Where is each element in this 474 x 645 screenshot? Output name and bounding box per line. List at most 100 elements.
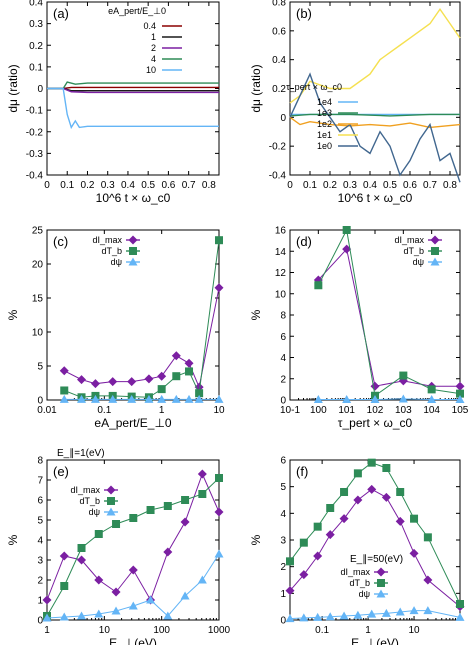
x-tick-label: 0.1: [315, 625, 329, 636]
data-point: [367, 458, 376, 467]
data-point: [146, 506, 155, 514]
data-point: [108, 377, 118, 387]
data-point: [194, 394, 204, 403]
y-tick-label: 1: [280, 589, 286, 600]
data-point: [342, 226, 351, 234]
y-axis-label: dμ (ratio): [6, 64, 20, 112]
legend-entry-label: dI_max: [340, 567, 370, 577]
x-tick-label: 0.8: [443, 180, 457, 191]
y-tick-label: 4: [280, 509, 286, 520]
legend-marker: [376, 567, 386, 577]
data-point: [157, 371, 167, 381]
data-point: [163, 502, 172, 510]
data-point: [325, 530, 335, 540]
data-point: [198, 490, 207, 498]
data-point: [456, 389, 464, 398]
data-point: [427, 394, 437, 403]
legend-marker: [430, 235, 440, 245]
y-tick-label: 12: [275, 268, 287, 279]
data-point: [370, 394, 380, 403]
data-point: [195, 389, 204, 398]
y-tick-label: 10: [32, 328, 44, 339]
legend-entry-label: 1e3: [317, 108, 332, 118]
data-point: [382, 464, 391, 472]
y-tick-label: 8: [280, 311, 286, 322]
data-point: [339, 611, 349, 620]
data-point: [423, 606, 433, 615]
data-point: [214, 507, 224, 517]
x-tick-label: 10: [408, 625, 420, 636]
legend-entry-label: dT_b: [403, 246, 424, 256]
panel-label: (d): [296, 234, 312, 249]
data-point: [59, 551, 69, 561]
legend-entry-label: 10: [146, 65, 156, 75]
y-tick-label: 7: [37, 476, 43, 487]
y-tick-label: 2: [37, 576, 43, 587]
data-point: [181, 496, 190, 504]
y-tick-label: 20: [32, 260, 44, 271]
x-axis-label: τ_pert × ω_c0: [338, 416, 413, 430]
x-tick-label: 0.2: [323, 180, 337, 191]
y-tick-label: 3: [280, 536, 286, 547]
data-point: [342, 244, 352, 254]
data-point: [94, 609, 104, 618]
data-point: [214, 549, 224, 558]
legend-marker: [129, 247, 137, 255]
panel-label: (a): [53, 6, 69, 21]
data-point: [90, 394, 100, 403]
data-point: [146, 595, 156, 604]
data-point: [342, 394, 352, 403]
data-point: [111, 606, 121, 615]
y-tick-label: 1: [37, 596, 43, 607]
x-tick-label: 0.6: [403, 180, 417, 191]
y-tick-label: -0.4: [269, 171, 287, 182]
data-point: [395, 516, 405, 526]
series-line: [317, 248, 460, 387]
panel-annotation: E_∥=1(eV): [57, 448, 105, 459]
legend-entry-label: dT_b: [101, 246, 122, 256]
data-point: [313, 394, 323, 403]
y-axis-label: %: [249, 309, 263, 320]
data-point: [353, 469, 362, 478]
x-tick-label: 0.3: [101, 180, 115, 191]
data-point: [340, 488, 349, 496]
data-point: [215, 236, 223, 245]
legend-entry-label: dψ: [89, 507, 100, 517]
y-tick-label: 0: [280, 113, 286, 124]
data-point: [339, 514, 349, 524]
y-tick-label: 0: [37, 616, 43, 627]
legend-entry-label: dI_max: [92, 235, 122, 245]
data-point: [94, 575, 104, 585]
data-point: [144, 394, 154, 403]
series-line: [318, 398, 460, 400]
x-tick-label: 0.1: [97, 405, 111, 416]
panel-5: 0 1 2 3 4 5 6 0.1 1 10 (f) E_⊥(eV)% E_∥=50(eV) dI_max…: [249, 456, 465, 645]
data-point: [314, 281, 323, 290]
data-point: [59, 366, 69, 376]
y-tick-label: 16: [275, 226, 287, 237]
y-tick-label: 0: [280, 616, 286, 627]
y-tick-label: 5: [37, 516, 43, 527]
legend-marker: [377, 579, 385, 587]
series-line: [47, 86, 219, 90]
series-line: [47, 87, 219, 92]
data-point: [353, 495, 363, 505]
y-tick-label: 6: [280, 332, 286, 343]
x-axis-label: 10^6 t × ω_c0: [338, 191, 413, 205]
data-point: [299, 613, 309, 622]
data-point: [455, 394, 465, 403]
data-point: [423, 575, 433, 585]
legend-marker: [128, 257, 138, 266]
series-line: [47, 81, 219, 90]
x-tick-label: 0: [44, 180, 50, 191]
x-tick-label: 0: [287, 180, 293, 191]
y-tick-label: 5: [37, 362, 43, 373]
x-tick-label: 0.1: [60, 180, 74, 191]
x-tick-label: 103: [395, 405, 412, 416]
y-axis-label: %: [6, 534, 20, 545]
y-tick-label: 2: [280, 562, 286, 573]
plot-frame: [46, 1, 220, 176]
legend-entry-label: dT_b: [349, 578, 370, 588]
